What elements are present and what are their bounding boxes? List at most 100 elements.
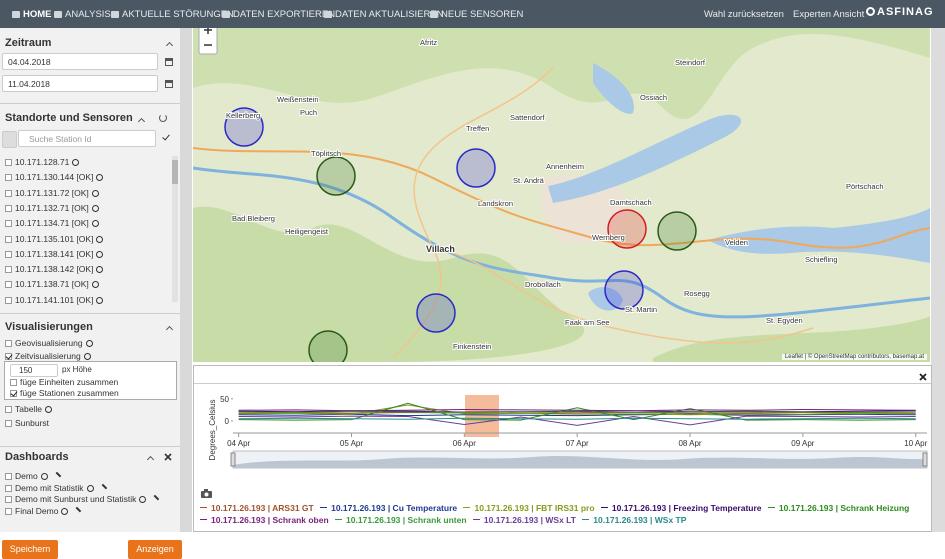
option-label: 10.171.130.144 [OK] [15,172,94,183]
option-row: Final Demo [5,506,82,516]
checkbox[interactable] [5,250,12,258]
view-menu[interactable]: Experten Ansicht [793,9,864,20]
delete-icon[interactable] [73,506,82,515]
option-label: Sunburst [15,418,50,428]
option-row: Geovisualisierung [5,338,93,348]
close-icon[interactable] [164,453,172,461]
checkbox[interactable] [5,235,12,243]
series-line [238,408,916,412]
option-label: Demo [15,471,38,481]
option-row: 10.171.130.144 [OK] [5,172,104,183]
save-button[interactable]: Speichern [2,540,58,559]
series-line [238,415,916,426]
camera-icon[interactable] [201,489,212,498]
option-row: Demo mit Statistik [5,483,107,493]
refresh-icon[interactable] [159,114,167,122]
y-tick-label: 50 [220,395,229,404]
place-label: St. Andrä [513,176,545,185]
info-icon [139,496,147,503]
checkbox[interactable] [5,484,12,492]
legend-label: 10.171.26.193 | Freezing Temperature [611,503,762,513]
nav-item[interactable]: NEUE SENSOREN [430,9,523,20]
page-scrollbar[interactable] [931,28,945,532]
legend-entry: 10.171.26.193 | WSx TP [578,515,686,525]
scrollbar[interactable] [180,28,192,532]
option-row: 10.171.134.71 [OK] [5,218,99,228]
place-label: Faak am See [565,318,610,327]
delete-icon[interactable] [151,494,160,504]
option-row: 10.171.132.71 [OK] [5,203,99,213]
place-label: Finkenstein [453,342,491,351]
series-line [238,417,916,420]
place-label: St. Martin [625,305,657,314]
time-panel [193,365,932,532]
checkbox[interactable] [5,220,12,228]
collapse[interactable] [146,455,155,464]
y-tick-label: 0 [225,417,230,426]
logo: ASFINAG [866,6,934,18]
checkbox[interactable] [10,379,17,386]
nav-icon [430,11,438,18]
option-label: 10.171.138.71 [OK] [15,279,89,290]
map[interactable]: Afritz Steindorf Ossiach Weißenstein Kellerb… [193,28,930,362]
nav-item[interactable]: DATEN AKTUALISIEREN [324,9,444,20]
date-input[interactable]: 04.04.2018 [2,53,158,70]
close-panel[interactable] [919,373,927,381]
place-label: Treffen [466,124,489,133]
x-tick-label: 06 Apr [453,439,476,448]
checkbox[interactable] [5,174,12,182]
info-icon [83,353,91,360]
page: HOME ANALYSIS AKTUELLE STÖRUNGEN DATEN EXPO… [0,0,945,532]
checkbox[interactable] [5,340,12,347]
delete-icon[interactable] [52,471,61,481]
checkbox[interactable] [5,296,12,304]
checkbox[interactable] [5,496,12,503]
checkbox[interactable] [5,281,12,289]
legend-entry: 10.171.26.193 | FBT IRS31 pro [459,503,595,513]
nav-icon [12,11,20,18]
info-icon [91,204,99,212]
show-button[interactable]: Anzeigen [128,540,182,559]
option-label: Demo mit Sunburst und Statistik [15,494,137,504]
nav-item[interactable]: HOME [12,9,52,20]
info-icon [44,406,52,413]
nav-item[interactable]: DATEN EXPORTIEREN [222,9,335,20]
checkbox[interactable] [5,189,12,197]
nav-item[interactable]: AKTUELLE STÖRUNGEN [111,9,234,20]
date-input[interactable]: 11.04.2018 [2,75,158,92]
nav-item[interactable]: ANALYSIS [54,9,111,20]
calendar-icon[interactable] [165,58,173,66]
option-label: 10.171.135.101 [OK] [15,233,94,244]
checkbox[interactable] [5,420,12,427]
delete-icon[interactable] [98,483,107,492]
collapse[interactable] [165,41,174,50]
nav-label: DATEN EXPORTIEREN [233,9,336,20]
reset-link[interactable]: Wahl zurücksetzen [704,9,784,20]
place-label: Töplitsch [311,149,341,158]
series-line [238,411,916,414]
height-input[interactable]: 150 [10,364,58,377]
checkbox[interactable] [5,406,12,413]
option-row: Tabelle [5,404,52,414]
info-icon [96,296,104,304]
legend-label: 10.171.26.193 | WSx LT [483,515,576,525]
checkbox[interactable] [5,353,12,360]
place-label: Kellerberg [226,111,260,120]
checkbox[interactable] [5,473,12,480]
calendar-icon[interactable] [165,80,173,88]
legend-label: 10.171.26.193 | Schrank Heizung [778,503,910,513]
checkbox[interactable] [5,507,12,515]
section-title: Standorte und Sensoren [5,112,133,124]
checkbox[interactable] [5,204,12,212]
checkbox[interactable] [5,266,12,274]
search-input[interactable]: Suche Station Id [18,130,156,147]
collapse[interactable] [137,117,146,126]
checkbox[interactable] [5,159,12,166]
legend-label: 10.171.26.193 | Schrank oben [211,515,329,525]
checkbox[interactable] [10,390,17,397]
search-ok[interactable] [162,132,170,141]
select-all[interactable] [2,131,17,148]
info-icon [96,250,104,258]
collapse[interactable] [165,325,174,334]
info-icon [96,235,104,243]
